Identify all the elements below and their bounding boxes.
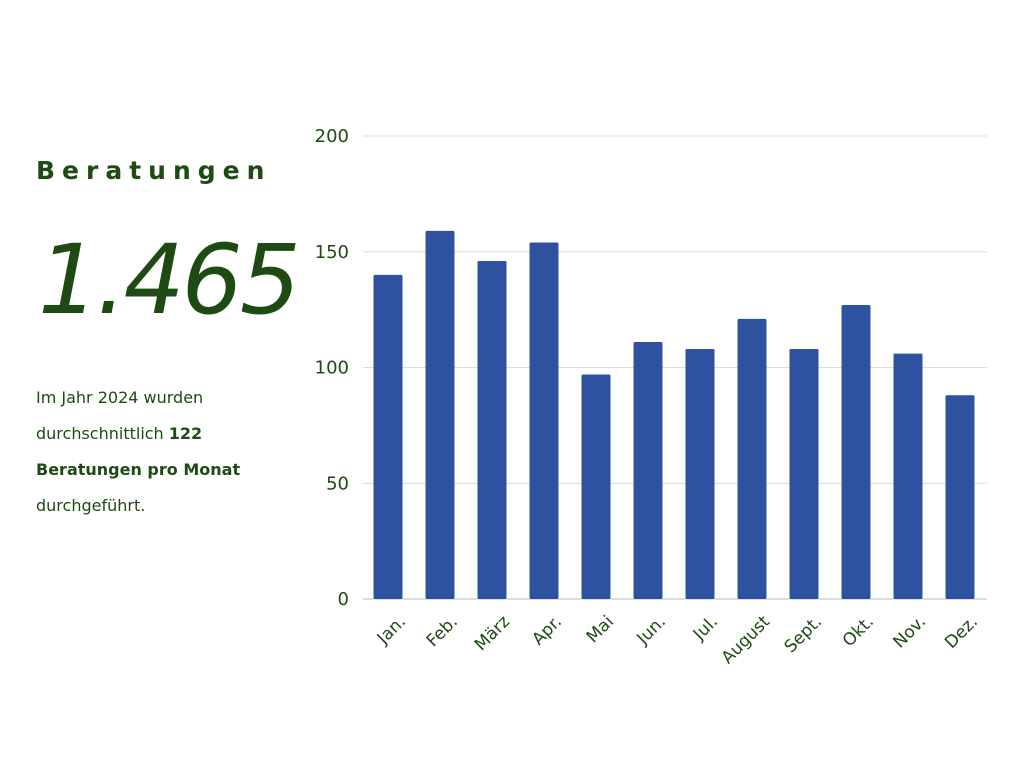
description-text-start: Im Jahr 2024 wurden durchschnittlich <box>36 388 204 443</box>
x-tick-label: Apr. <box>528 612 566 650</box>
y-tick-label: 50 <box>326 473 349 494</box>
x-tick-label: Jan. <box>373 612 410 649</box>
bar-Sept. <box>789 348 819 599</box>
x-tick-label: Sept. <box>781 612 826 657</box>
x-tick-label: Jul. <box>689 612 722 645</box>
bar-März <box>477 261 507 599</box>
x-tick-label: März <box>471 612 514 655</box>
chart-heading: Beratungen <box>36 156 272 185</box>
bar-Okt. <box>841 304 871 599</box>
bar-Jul. <box>685 348 715 599</box>
bar-Apr. <box>529 242 559 600</box>
summary-description: Im Jahr 2024 wurden durchschnittlich 122… <box>36 380 286 524</box>
x-tick-label: Mai <box>583 612 618 647</box>
bar-Nov. <box>893 353 923 599</box>
x-tick-label: August <box>718 612 774 668</box>
description-highlight: 122 Beratungen pro Monat <box>36 424 241 479</box>
gridlines <box>363 135 987 600</box>
y-tick-label: 150 <box>315 242 349 263</box>
x-tick-label: Jun. <box>633 612 670 649</box>
bar-Jun. <box>633 342 663 599</box>
x-axis-labels: Jan. Feb. März Apr. Mai Jun. Jul.August Sept. Ok… <box>373 612 982 668</box>
y-tick-label: 100 <box>315 358 349 379</box>
bar-Feb. <box>425 230 455 600</box>
x-tick-label: Feb. <box>423 612 462 651</box>
bars <box>373 230 975 600</box>
x-tick-label: Dez. <box>941 612 982 653</box>
x-tick-label: Nov. <box>890 612 930 652</box>
total-consultations: 1.465 <box>38 224 301 336</box>
bar-Jan. <box>373 274 403 599</box>
bar-Mai <box>581 374 611 599</box>
bar-August <box>737 318 767 599</box>
x-tick-label: Okt. <box>839 612 878 651</box>
description-text-end: durchgeführt. <box>36 496 146 515</box>
y-tick-label: 0 <box>338 589 349 610</box>
bar-Dez. <box>945 395 975 599</box>
y-axis-ticks: 0 50 100 150 200 <box>315 126 349 610</box>
y-tick-label: 200 <box>315 126 349 147</box>
